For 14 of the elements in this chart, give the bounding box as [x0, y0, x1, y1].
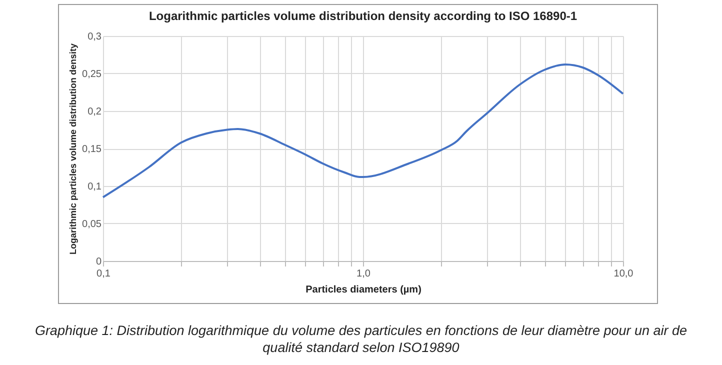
y-tick-label: 0,15 [82, 144, 102, 155]
x-tick-label: 1,0 [356, 268, 371, 280]
x-tick-label: 0,1 [96, 268, 111, 280]
chart-title: Logarithmic particles volume distribution density according to ISO 16890-1 [148, 9, 578, 23]
y-tick-label: 0 [96, 256, 102, 268]
y-tick-label: 0,2 [88, 106, 102, 118]
y-tick-label: 0,3 [88, 32, 102, 42]
y-axis-title: Logarithmic particles volume distribution density [68, 43, 78, 255]
y-tick-label: 0,25 [82, 69, 102, 80]
text: Graphique 1: Distribution logarithmique du volume des particules en fonctions de leur diamètre pour un air de qualité standard selon ISO19890 [34, 322, 688, 356]
y-tick-label: 0,05 [82, 219, 102, 230]
x-axis-title: Particles diameters (µm) [306, 284, 422, 296]
x-tick-label: 10,0 [614, 268, 634, 280]
y-tick-label: 0,1 [88, 182, 102, 192]
